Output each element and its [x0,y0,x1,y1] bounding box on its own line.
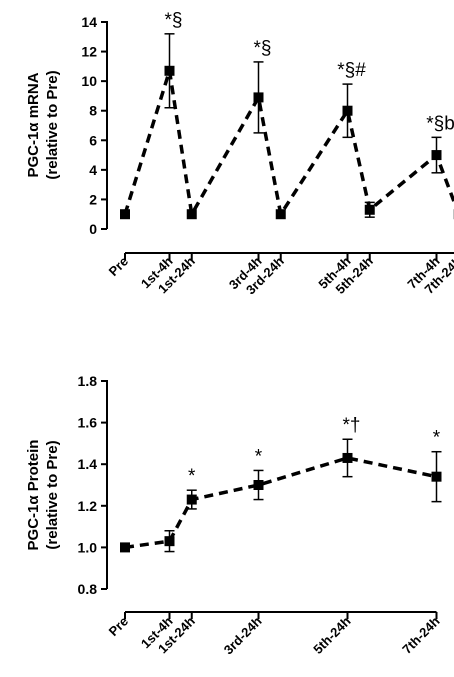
mrna-ylabel-line1: PGC-1α mRNA [25,72,42,177]
mrna-data-point [431,150,442,161]
mrna-data-point [275,209,286,220]
mrna-ylabel-line2: (relative to Pre) [44,70,61,179]
protein-data-point [253,480,264,490]
protein-ylabel-line2: (relative to Pre) [44,440,61,549]
protein-series-line [124,456,437,550]
mrna-significance-label: *§# [337,60,366,81]
mrna-y-tick-label: 4 [89,162,97,178]
protein-significance-label: *† [343,415,361,436]
mrna-data-point [364,204,375,215]
protein-ylabel-line1: PGC-1α Protein [25,440,42,551]
mrna-y-tick-label: 2 [89,191,97,207]
mrna-x-tick-label: Pre [106,254,131,279]
mrna-significance-label: *§b [426,113,454,134]
mrna-y-tick-label: 12 [81,44,97,60]
protein-x-tick-label: Pre [106,614,131,639]
protein-data-point [164,536,175,547]
mrna-data-point [253,92,264,103]
protein-data-point [186,494,197,505]
protein-x-tick-label: 5th-24h [310,613,353,656]
mrna-y-tick-label: 14 [81,14,97,30]
mrna-data-point [120,209,130,220]
mrna-y-tick-label: 6 [89,132,97,148]
mrna-y-tick-label: 8 [89,103,97,119]
protein-y-tick-label: 1.6 [78,415,98,431]
mrna-data-point [186,209,197,220]
protein-data-point [431,471,442,482]
protein-x-tick-label: 3rd-24h [221,613,265,657]
protein-significance-label: * [188,466,196,487]
mrna-data-point [164,65,175,76]
mrna-series-line [123,70,454,220]
mrna-y-tick-label: 0 [89,221,97,237]
mrna-significance-label: *§ [165,10,183,31]
mrna-y-tick-label: 10 [81,73,97,89]
protein-y-tick-label: 1.0 [78,539,98,555]
protein-data-point [342,452,353,463]
protein-y-tick-label: 1.2 [78,498,98,514]
protein-data-point [120,542,130,553]
protein-y-tick-label: 0.8 [78,581,98,597]
protein-chart: PGC-1α Protein (relative to Pre) 0.8 1.0 1… [25,373,443,657]
mrna-significance-label: *§ [254,38,272,59]
protein-x-tick-label: 7th-24h [399,613,442,656]
protein-significance-label: * [433,428,441,449]
mrna-chart: PGC-1α mRNA (relative to Pre) 0 2 4 6 8 10 12 1… [25,10,454,297]
mrna-data-point [342,105,353,116]
protein-y-tick-label: 1.8 [78,373,98,389]
protein-y-tick-label: 1.4 [78,456,98,472]
protein-significance-label: * [255,446,263,467]
